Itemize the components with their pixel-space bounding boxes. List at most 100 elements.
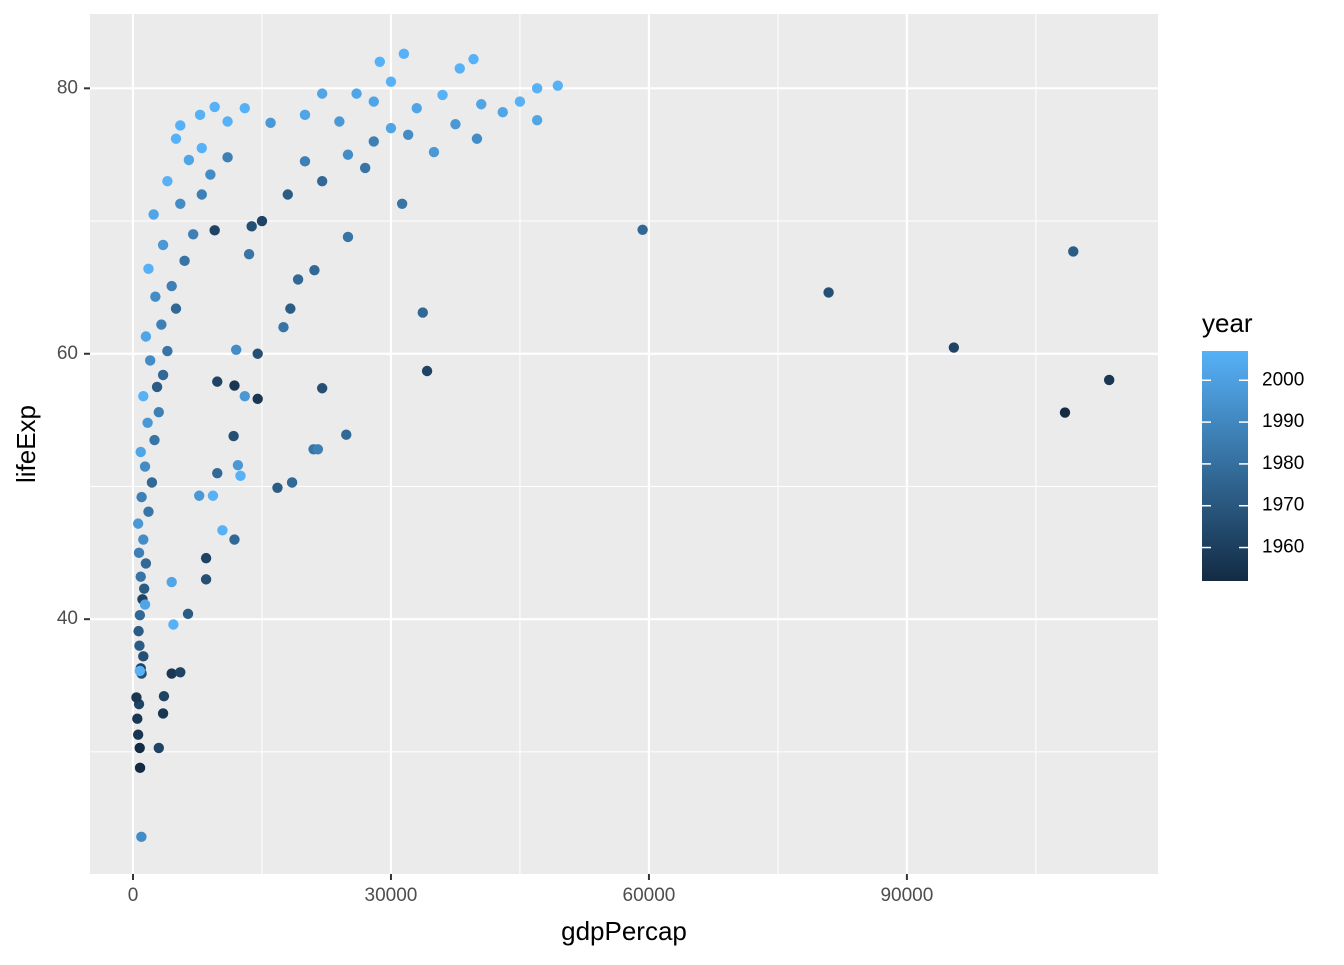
data-point bbox=[175, 120, 186, 131]
data-point bbox=[402, 129, 414, 140]
data-point bbox=[359, 162, 371, 174]
data-point bbox=[143, 263, 154, 275]
data-point bbox=[514, 96, 526, 107]
data-point bbox=[134, 665, 146, 677]
data-point bbox=[309, 264, 320, 276]
data-point bbox=[138, 651, 149, 662]
data-point bbox=[428, 146, 440, 158]
data-point bbox=[134, 742, 145, 754]
data-point bbox=[170, 133, 182, 144]
data-point bbox=[146, 477, 158, 488]
data-point bbox=[144, 355, 156, 366]
data-point bbox=[396, 198, 408, 209]
data-point bbox=[170, 303, 182, 314]
data-point bbox=[316, 383, 328, 394]
data-point bbox=[209, 225, 220, 236]
x-tick-label: 60000 bbox=[623, 885, 676, 906]
legend-label: 1960 bbox=[1262, 537, 1304, 558]
data-point bbox=[437, 89, 448, 101]
data-point bbox=[637, 224, 648, 235]
data-point bbox=[316, 176, 328, 187]
data-point bbox=[156, 319, 167, 330]
data-point bbox=[134, 762, 146, 774]
data-point bbox=[140, 558, 152, 569]
data-point bbox=[133, 625, 144, 637]
data-point bbox=[200, 574, 212, 585]
data-point bbox=[229, 534, 240, 545]
data-point bbox=[151, 381, 163, 393]
data-point bbox=[212, 467, 223, 479]
data-point bbox=[222, 152, 233, 163]
data-point bbox=[228, 430, 239, 442]
data-point bbox=[1103, 374, 1115, 386]
data-point bbox=[342, 231, 354, 243]
data-point bbox=[157, 239, 169, 251]
data-point bbox=[136, 831, 147, 843]
data-point bbox=[153, 742, 164, 754]
data-point bbox=[134, 640, 145, 651]
data-point bbox=[162, 176, 173, 187]
data-point bbox=[285, 303, 296, 314]
y-tick-label: 40 bbox=[57, 608, 78, 629]
data-point bbox=[235, 470, 246, 482]
data-point bbox=[450, 118, 461, 130]
data-point bbox=[497, 107, 508, 118]
data-point bbox=[200, 552, 212, 564]
data-point bbox=[368, 96, 379, 107]
data-point bbox=[179, 255, 190, 267]
data-point bbox=[194, 490, 205, 501]
data-point bbox=[252, 348, 263, 359]
data-point bbox=[417, 307, 428, 318]
data-point bbox=[196, 142, 207, 154]
data-point bbox=[292, 274, 304, 285]
data-point bbox=[212, 376, 223, 387]
data-point bbox=[153, 406, 164, 418]
data-point bbox=[243, 249, 255, 260]
data-point bbox=[552, 80, 563, 91]
data-point bbox=[316, 88, 328, 99]
panel bbox=[90, 14, 1158, 874]
data-point bbox=[823, 287, 834, 298]
data-point bbox=[265, 117, 276, 129]
data-point bbox=[175, 198, 186, 209]
data-point bbox=[286, 477, 298, 488]
legend-title: year bbox=[1202, 308, 1253, 338]
legend-label: 1970 bbox=[1262, 495, 1304, 516]
data-point bbox=[134, 610, 146, 621]
data-point bbox=[166, 576, 177, 588]
data-point bbox=[182, 608, 194, 620]
data-point bbox=[150, 291, 161, 302]
y-tick-label: 60 bbox=[57, 343, 78, 364]
data-point bbox=[272, 482, 283, 493]
data-point bbox=[135, 446, 146, 458]
data-point bbox=[299, 156, 311, 167]
data-point bbox=[385, 122, 397, 134]
data-point bbox=[158, 690, 170, 702]
data-point bbox=[341, 429, 352, 440]
colorbar bbox=[1202, 351, 1248, 581]
data-point bbox=[454, 63, 465, 74]
data-point bbox=[374, 56, 385, 67]
data-point bbox=[139, 599, 151, 610]
data-point bbox=[230, 344, 242, 355]
data-point bbox=[166, 280, 177, 292]
x-axis-title: gdpPercap bbox=[561, 916, 687, 946]
legend-label: 1980 bbox=[1262, 453, 1304, 474]
data-point bbox=[476, 99, 487, 110]
data-point bbox=[421, 365, 433, 377]
data-point bbox=[232, 460, 244, 471]
data-point bbox=[162, 345, 173, 357]
data-point bbox=[183, 154, 195, 166]
data-point bbox=[205, 169, 216, 180]
data-point bbox=[299, 109, 311, 121]
data-point bbox=[148, 209, 159, 220]
data-point bbox=[209, 101, 220, 113]
data-point bbox=[246, 221, 257, 232]
data-point bbox=[132, 518, 144, 529]
data-point bbox=[411, 103, 422, 114]
data-point bbox=[149, 434, 160, 446]
data-point bbox=[135, 571, 146, 582]
data-point bbox=[138, 534, 149, 545]
data-point bbox=[1059, 407, 1071, 418]
